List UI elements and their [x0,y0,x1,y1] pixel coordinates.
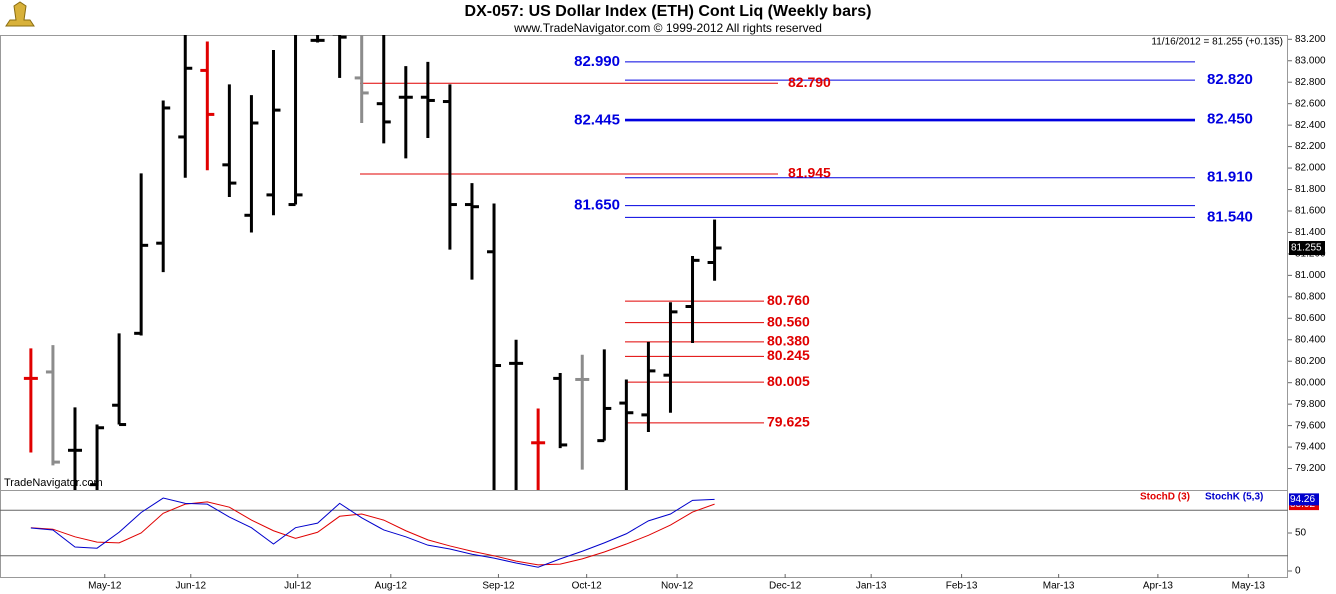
x-tick-label: Feb-13 [946,581,978,592]
legend-entry: StochD (3) [1140,492,1190,503]
level-label: 81.650 [574,197,620,214]
y-tick-label: 79.400 [1295,442,1326,453]
y-tick-label: 82.400 [1295,120,1326,131]
x-tick-label: Sep-12 [482,581,515,592]
y-tick-label: 0 [1295,566,1301,577]
chart-title: DX-057: US Dollar Index (ETH) Cont Liq (… [465,3,872,20]
level-label: 81.945 [788,165,831,181]
y-tick-label: 82.600 [1295,98,1326,109]
stoch-line [30,497,715,568]
level-label-bg [764,293,814,310]
x-tick-label: Jul-12 [284,581,312,592]
level-label-bg [764,314,814,331]
x-tick-label: May-13 [1232,581,1266,592]
level-label: 80.560 [767,313,810,329]
level-label: 82.990 [574,53,620,70]
y-tick-label: 50 [1295,528,1307,539]
y-tick-label: 80.000 [1295,377,1326,388]
x-tick-label: Aug-12 [375,581,408,592]
level-label-bg [764,414,814,431]
last-info: 11/16/2012 = 81.255 (+0.135) [1151,37,1283,48]
y-tick-label: 79.800 [1295,399,1326,410]
y-tick-label: 81.000 [1295,270,1326,281]
level-label: 81.540 [1207,208,1253,225]
last-value-box [1289,241,1325,256]
logo [5,1,35,27]
y-tick-label: 83.200 [1295,34,1326,45]
level-label: 81.910 [1207,169,1253,186]
y-tick-label: 82.200 [1295,141,1326,152]
watermark: TradeNavigator.com [4,477,103,489]
stoch-line [30,501,715,566]
level-label: 80.380 [767,333,810,349]
legend-entry: StochK (5,3) [1205,492,1263,503]
y-tick-label: 81.400 [1295,227,1326,238]
x-tick-label: Nov-12 [661,581,694,592]
plot-frame [0,35,1288,578]
y-tick-label: 83.000 [1295,55,1326,66]
x-tick-label: Jun-12 [175,581,206,592]
level-label: 80.245 [767,347,810,363]
last-value-label: 94.26 [1290,494,1315,505]
last-value-box [1289,493,1319,506]
y-tick-label: 80.600 [1295,313,1326,324]
chart-subtitle: www.TradeNavigator.com © 1999-2012 All r… [513,21,822,35]
y-tick-label: 79.200 [1295,463,1326,474]
x-tick-label: May-12 [88,581,122,592]
level-label: 80.005 [767,373,810,389]
y-tick-label: 82.800 [1295,77,1326,88]
last-value-label: 81.255 [1291,243,1322,254]
y-tick-label: 80.400 [1295,334,1326,345]
level-label-bg [764,348,814,365]
level-label: 82.445 [574,111,620,128]
level-label: 79.625 [767,414,810,430]
level-label: 80.760 [767,292,810,308]
y-tick-label: 80.200 [1295,356,1326,367]
y-tick-label: 80.800 [1295,291,1326,302]
level-label: 82.790 [788,74,831,90]
level-label: 82.820 [1207,71,1253,88]
y-tick-label: 79.600 [1295,420,1326,431]
y-tick-label: 82.000 [1295,163,1326,174]
level-label-bg [764,333,814,350]
x-tick-label: Jan-13 [856,581,887,592]
level-label: 82.450 [1207,111,1253,128]
x-tick-label: Mar-13 [1043,581,1075,592]
y-tick-label: 81.600 [1295,206,1326,217]
y-tick-label: 81.800 [1295,184,1326,195]
x-tick-label: Apr-13 [1143,581,1173,592]
level-label-bg [764,374,814,391]
x-tick-label: Dec-12 [769,581,802,592]
x-tick-label: Oct-12 [572,581,602,592]
price-bars [23,35,722,490]
